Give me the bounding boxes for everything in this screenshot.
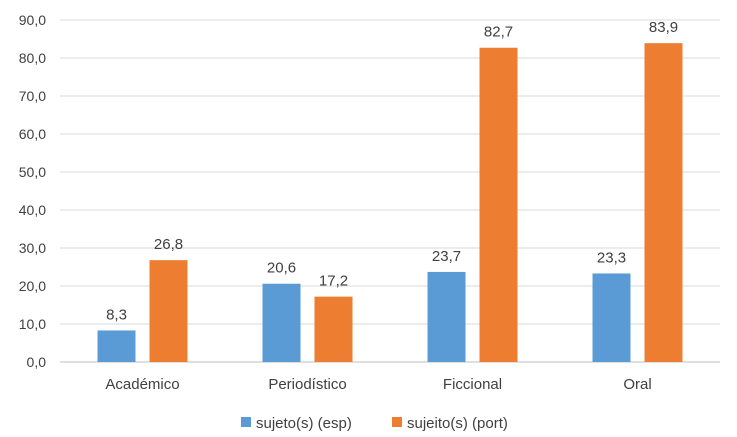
data-label: 23,7 [432,248,461,265]
data-label: 23,3 [597,249,626,266]
bars [97,43,683,363]
y-tick-label: 0,0 [27,354,47,370]
bar-esp-1 [262,283,301,362]
data-label: 20,6 [267,260,296,277]
y-tick-label: 60,0 [19,126,46,142]
data-label: 83,9 [649,19,678,36]
bar-esp-2 [427,271,466,362]
bar-port-2 [479,47,518,363]
bar-esp-3 [592,273,631,362]
category-label: Académico [105,376,179,393]
y-tick-label: 10,0 [19,316,46,332]
legend: sujeto(s) (esp) sujeito(s) (port) [241,415,508,432]
data-label: 82,7 [484,24,513,41]
bar-port-1 [314,296,353,362]
x-axis-category-labels: Académico Periodístico Ficcional Oral [105,376,651,393]
y-tick-label: 90,0 [19,12,46,28]
data-labels: 8,3 26,8 20,6 17,2 23,7 82,7 23,3 83,9 [106,19,678,323]
data-label: 8,3 [106,306,127,323]
y-axis-tick-labels: 0,0 10,0 20,0 30,0 40,0 50,0 60,0 70,0 80,0 90,0 [19,12,46,370]
y-tick-label: 20,0 [19,278,46,294]
y-tick-label: 50,0 [19,164,46,180]
category-label: Ficcional [443,376,502,393]
y-tick-label: 70,0 [19,88,46,104]
legend-swatch-esp [241,417,251,427]
data-label: 26,8 [154,236,183,253]
data-label: 17,2 [319,273,348,290]
bar-port-0 [149,260,188,362]
y-tick-label: 80,0 [19,50,46,66]
category-label: Oral [623,376,651,393]
bar-port-3 [644,43,683,363]
y-tick-label: 30,0 [19,240,46,256]
category-label: Periodístico [268,376,346,393]
legend-swatch-port [392,417,402,427]
legend-label-port: sujeito(s) (port) [407,415,508,432]
legend-label-esp: sujeto(s) (esp) [256,415,352,432]
y-tick-label: 40,0 [19,202,46,218]
bar-esp-0 [97,330,136,362]
